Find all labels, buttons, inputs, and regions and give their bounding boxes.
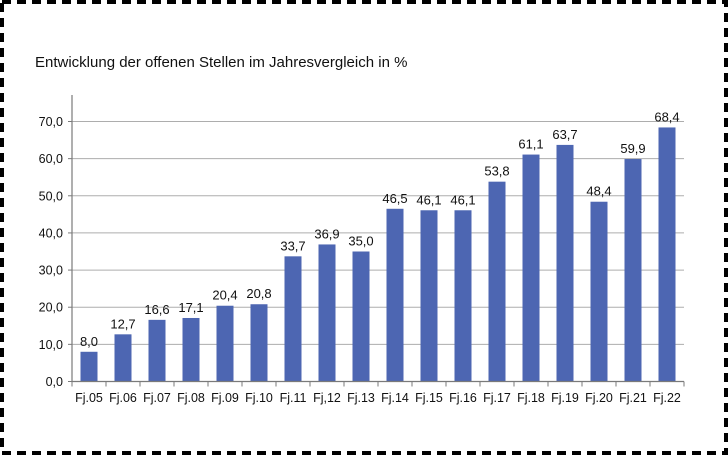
bar-Fj.06 xyxy=(114,334,132,382)
y-tick-label: 10,0 xyxy=(39,338,63,352)
chart-title: Entwicklung der offenen Stellen im Jahre… xyxy=(35,54,408,71)
y-tick-label: 50,0 xyxy=(39,189,63,203)
x-tick-label: Fj.06 xyxy=(109,391,137,405)
bar-value-label: 17,1 xyxy=(178,300,203,315)
bar-value-label: 59,9 xyxy=(620,141,645,156)
x-tick-label: Fj.21 xyxy=(619,391,647,405)
bar-Fj.11 xyxy=(284,256,302,382)
bar-value-label: 53,8 xyxy=(484,164,509,179)
bar-value-label: 68,4 xyxy=(654,109,679,124)
x-tick-label: Fj.07 xyxy=(143,391,171,405)
bar-value-label: 35,0 xyxy=(348,234,373,249)
bar-Fj.17 xyxy=(488,181,506,382)
x-tick-label: Fj.10 xyxy=(245,391,273,405)
y-tick-label: 20,0 xyxy=(39,301,63,315)
x-tick-label: Fj.09 xyxy=(211,391,239,405)
bar-Fj.13 xyxy=(352,251,370,382)
bar-Fj.14 xyxy=(386,208,404,382)
x-tick-label: Fj.05 xyxy=(75,391,103,405)
bar-Fj.20 xyxy=(590,201,608,382)
x-tick-label: Fj.15 xyxy=(415,391,443,405)
x-tick-label: Fj.22 xyxy=(653,391,681,405)
x-tick-label: Fj.20 xyxy=(585,391,613,405)
bar-value-label: 61,1 xyxy=(518,137,543,152)
bar-value-label: 48,4 xyxy=(586,184,611,199)
bar-Fj.16 xyxy=(454,210,472,382)
y-tick-label: 40,0 xyxy=(39,226,63,240)
bar-Fj.18 xyxy=(522,154,540,382)
bar-value-label: 20,4 xyxy=(212,288,237,303)
bar-value-label: 46,5 xyxy=(382,191,407,206)
y-tick-label: 70,0 xyxy=(39,115,63,129)
y-tick-label: 30,0 xyxy=(39,264,63,278)
bar-Fj.21 xyxy=(624,159,642,382)
x-tick-label: Fj.14 xyxy=(381,391,409,405)
x-tick-label: Fj.16 xyxy=(449,391,477,405)
x-tick-label: Fj.13 xyxy=(347,391,375,405)
y-tick-label: 0,0 xyxy=(46,375,63,389)
bar-value-label: 63,7 xyxy=(552,127,577,142)
x-tick-label: Fj.18 xyxy=(517,391,545,405)
x-tick-label: Fj.19 xyxy=(551,391,579,405)
x-tick-label: Fj.17 xyxy=(483,391,511,405)
bar-Fj.22 xyxy=(658,127,676,382)
x-tick-label: Fj,12 xyxy=(313,391,341,405)
bar-Fj,12 xyxy=(318,244,336,382)
bar-value-label: 33,7 xyxy=(280,238,305,253)
bar-value-label: 46,1 xyxy=(450,192,475,207)
bar-value-label: 46,1 xyxy=(416,192,441,207)
x-tick-label: Fj.11 xyxy=(280,391,307,405)
bar-value-label: 8,0 xyxy=(80,334,98,349)
bar-value-label: 36,9 xyxy=(314,226,339,241)
bar-Fj.07 xyxy=(148,319,166,382)
x-tick-label: Fj.08 xyxy=(177,391,205,405)
bar-Fj.05 xyxy=(80,351,98,382)
bar-value-label: 12,7 xyxy=(110,316,135,331)
bar-value-label: 20,8 xyxy=(246,286,271,301)
bar-Fj.10 xyxy=(250,304,268,382)
y-tick-label: 60,0 xyxy=(39,152,63,166)
bar-Fj.08 xyxy=(182,317,200,382)
bar-Fj.09 xyxy=(216,305,234,382)
bar-value-label: 16,6 xyxy=(144,302,169,317)
bar-Fj.19 xyxy=(556,144,574,382)
bar-Fj.15 xyxy=(420,210,438,382)
